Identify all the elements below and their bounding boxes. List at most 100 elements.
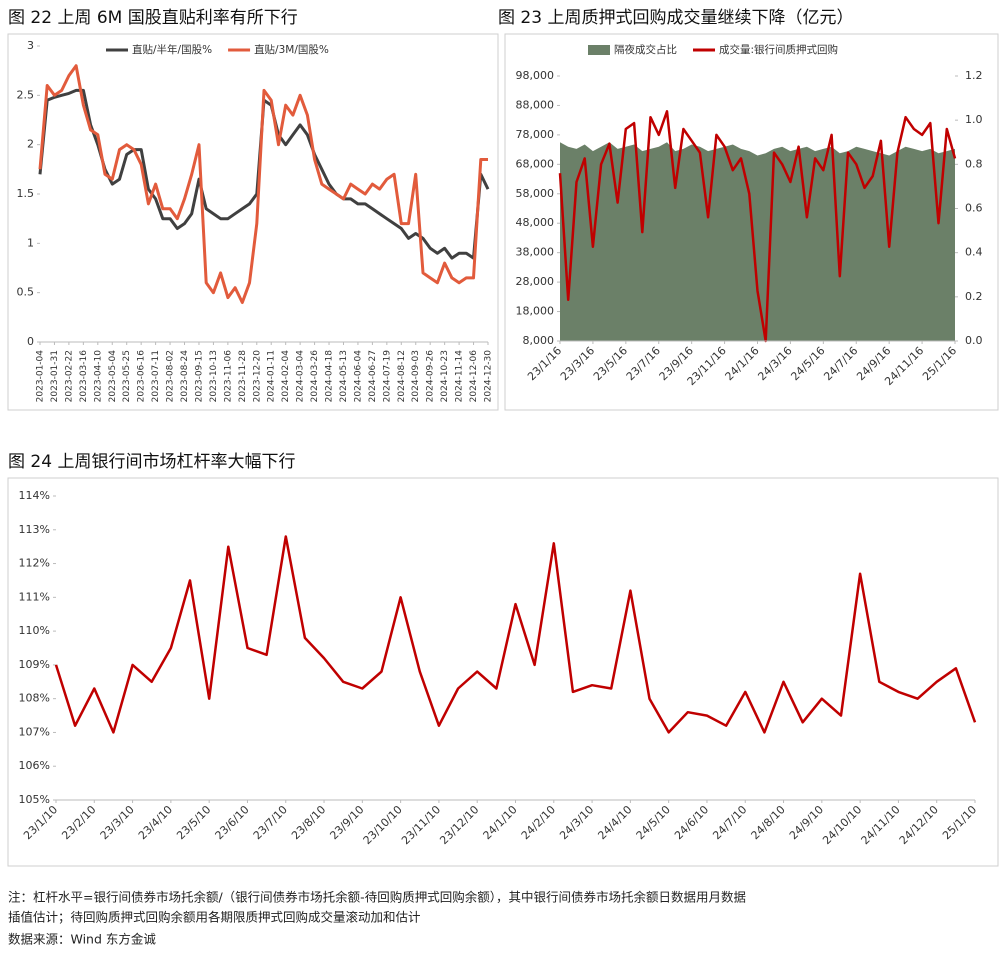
- y-tick-label: 38,000: [516, 246, 555, 259]
- source: 数据来源：Wind 东方金诚: [8, 932, 156, 947]
- chart-title: 图 22 上周 6M 国股直贴利率有所下行: [8, 8, 298, 28]
- legend-label: 成交量:银行间质押式回购: [719, 43, 838, 56]
- note: 注：杠杆水平=银行间债券市场托余额/（银行间债券市场托余额-待回购质押式回购余额…: [8, 890, 746, 905]
- x-tick-label: 23/7/10: [251, 803, 290, 842]
- x-tick-label: 2024-08-12: [397, 350, 407, 402]
- y-tick-label: 98,000: [516, 69, 555, 82]
- x-tick-label: 23/5/10: [174, 803, 213, 842]
- x-tick-label: 2024-09-26: [426, 350, 436, 403]
- x-tick-label: 23/8/10: [289, 803, 328, 842]
- x-tick-label: 2024-09-03: [411, 350, 421, 402]
- chart-frame: [504, 33, 999, 411]
- area: [560, 142, 955, 341]
- x-tick-label: 23/9/10: [327, 803, 366, 842]
- y-tick-label: 111%: [19, 590, 50, 603]
- x-tick-label: 2024-02-04: [281, 350, 291, 403]
- y-tick-label: 105%: [19, 793, 50, 806]
- chart-title: 图 23 上周质押式回购成交量继续下降（亿元）: [498, 8, 853, 28]
- x-tick-label: 2024-07-19: [382, 350, 392, 403]
- x-tick-label: 2023-10-13: [209, 350, 219, 402]
- y-tick-label: 68,000: [516, 157, 555, 170]
- x-tick-label: 2024-04-18: [325, 350, 335, 403]
- y2-tick-label: 0.8: [965, 157, 983, 170]
- x-tick-label: 24/9/10: [787, 803, 826, 842]
- x-tick-label: 24/3/10: [557, 803, 596, 842]
- legend-swatch: [588, 45, 610, 55]
- y-tick-label: 8,000: [523, 334, 555, 347]
- y-tick-label: 28,000: [516, 275, 555, 288]
- x-tick-label: 24/2/10: [519, 803, 558, 842]
- x-tick-label: 2023-08-02: [166, 350, 176, 402]
- y-tick-label: 18,000: [516, 305, 555, 318]
- x-tick-label: 2024-06-04: [353, 350, 363, 403]
- x-tick-label: 2023-03-16: [79, 350, 89, 403]
- line: [38, 64, 488, 304]
- y-tick-label: 2: [27, 138, 34, 151]
- x-tick-label: 2023-11-28: [238, 350, 248, 403]
- x-tick-label: 23/2/10: [59, 803, 98, 842]
- x-tick-label: 23/3/10: [98, 803, 137, 842]
- x-tick-label: 2023-04-10: [93, 350, 103, 403]
- x-tick-label: 2023-02-22: [64, 350, 74, 402]
- x-tick-label: 2023-09-15: [194, 350, 204, 402]
- x-tick-label: 25/1/16: [920, 344, 959, 383]
- y-tick-label: 2.5: [17, 88, 35, 101]
- y-tick-label: 78,000: [516, 128, 555, 141]
- x-tick-label: 23/1/16: [525, 344, 564, 383]
- y-tick-label: 106%: [19, 759, 50, 772]
- legend-label: 直贴/3M/国股%: [254, 43, 329, 56]
- x-tick-label: 2023-06-16: [137, 350, 147, 403]
- y-tick-label: 107%: [19, 725, 50, 738]
- chart-frame: [7, 33, 499, 411]
- x-tick-label: 24/7/16: [821, 344, 860, 383]
- chart-frame: [7, 477, 999, 867]
- note: 插值估计；待回购质押式回购余额用各期限质押式回购成交量滚动加和估计: [8, 910, 421, 925]
- x-tick-label: 2024-03-04: [296, 350, 306, 403]
- y-tick-label: 109%: [19, 658, 50, 671]
- x-tick-label: 2024-06-27: [368, 350, 378, 402]
- y-tick-label: 113%: [19, 523, 50, 536]
- x-tick-label: 24/5/16: [788, 344, 827, 383]
- x-tick-label: 2023-05-04: [108, 350, 118, 403]
- x-tick-label: 24/7/10: [710, 803, 749, 842]
- x-tick-label: 24/4/10: [595, 803, 634, 842]
- y-tick-label: 1: [27, 236, 34, 249]
- y-tick-label: 0: [27, 335, 34, 348]
- y-tick-label: 3: [27, 39, 34, 52]
- x-tick-label: 2023-01-04: [36, 350, 46, 403]
- x-tick-label: 24/3/16: [755, 344, 794, 383]
- x-tick-label: 24/12/10: [897, 803, 941, 847]
- y2-tick-label: 0.2: [965, 290, 983, 303]
- line: [558, 110, 957, 343]
- y2-tick-label: 1.0: [965, 113, 983, 126]
- x-tick-label: 23/10/10: [361, 803, 405, 847]
- x-tick-label: 2024-10-23: [440, 350, 450, 402]
- x-tick-label: 23/12/10: [437, 803, 481, 847]
- y-tick-label: 0.5: [17, 286, 35, 299]
- x-tick-label: 2024-11-14: [455, 350, 465, 403]
- line: [54, 535, 977, 734]
- x-tick-label: 24/1/16: [723, 344, 762, 383]
- x-tick-label: 2023-07-11: [151, 350, 161, 402]
- y2-tick-label: 0.6: [965, 202, 983, 215]
- legend-label: 直贴/半年/国股%: [132, 43, 212, 56]
- x-tick-label: 23/6/10: [213, 803, 252, 842]
- x-tick-label: 24/11/10: [859, 803, 903, 847]
- x-tick-label: 25/1/10: [940, 803, 979, 842]
- y-tick-label: 114%: [19, 489, 50, 502]
- y-tick-label: 1.5: [17, 187, 35, 200]
- x-tick-label: 24/10/10: [820, 803, 864, 847]
- x-tick-label: 24/1/10: [481, 803, 520, 842]
- y2-tick-label: 1.2: [965, 69, 983, 82]
- y-tick-label: 88,000: [516, 98, 555, 111]
- y-tick-label: 48,000: [516, 216, 555, 229]
- x-tick-label: 2023-12-20: [252, 350, 262, 403]
- x-tick-label: 23/11/10: [399, 803, 443, 847]
- x-tick-label: 24/5/10: [634, 803, 673, 842]
- x-tick-label: 2024-03-26: [310, 350, 320, 403]
- x-tick-label: 2023-08-24: [180, 350, 190, 403]
- y2-tick-label: 0.0: [965, 334, 983, 347]
- x-tick-label: 2023-11-06: [223, 350, 233, 403]
- x-tick-label: 23/1/10: [21, 803, 60, 842]
